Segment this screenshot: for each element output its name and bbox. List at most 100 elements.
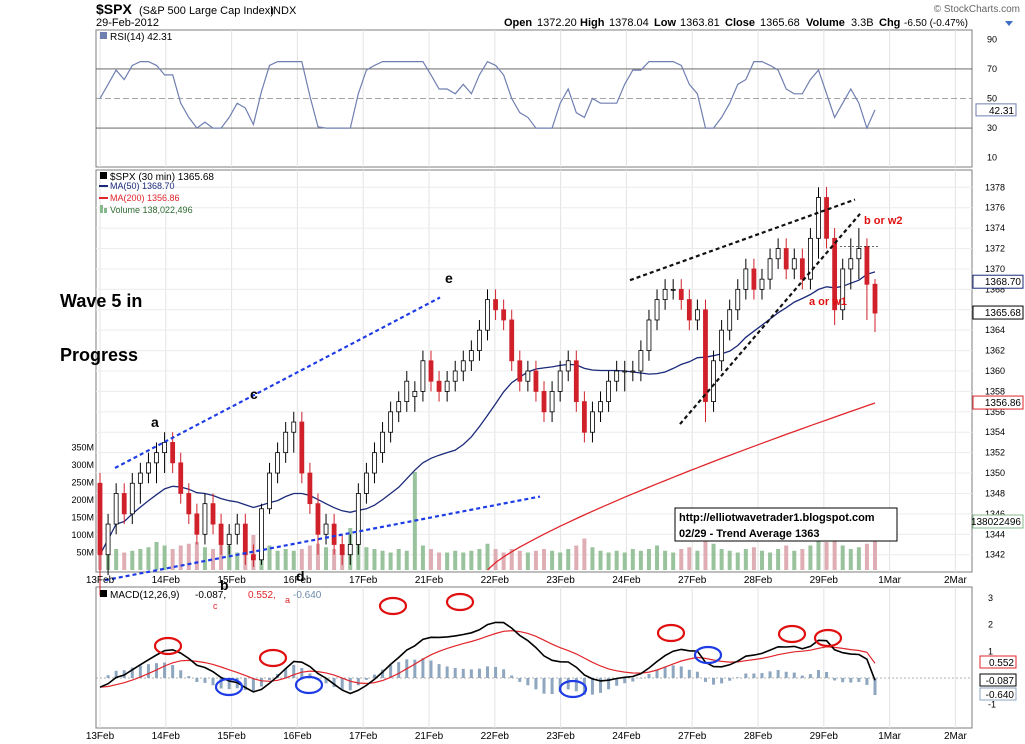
candle-body: [154, 452, 159, 464]
price-tick-label: 1352: [985, 448, 1005, 458]
macd-hist-bar: [114, 670, 118, 678]
macd-hist-bar: [203, 678, 207, 683]
crossover-marker: [693, 645, 723, 665]
volume-bar: [170, 549, 175, 570]
candle-body: [347, 544, 353, 556]
candle-body: [694, 309, 700, 321]
candle-body: [646, 319, 652, 351]
candle-body: [735, 288, 741, 311]
macd-hist-bar: [542, 678, 546, 694]
candle-body: [404, 380, 410, 403]
ma50-badge: 1368.70: [985, 277, 1022, 288]
volume-bar: [792, 550, 797, 570]
volume-bar: [372, 549, 377, 570]
volume-bar: [622, 552, 627, 570]
candle-body: [315, 503, 321, 535]
volume-tick-label: 150M: [71, 513, 94, 523]
macd-hist-bar: [381, 669, 385, 678]
low-label: Low: [654, 17, 676, 29]
volume-bar: [598, 550, 603, 570]
macd-hist-bar: [364, 678, 368, 680]
volume-bar: [646, 549, 651, 570]
candle-body: [622, 370, 628, 373]
dropdown-icon[interactable]: [1005, 21, 1013, 26]
trendline-upper-blue: [114, 296, 441, 469]
macd-hist-bar: [712, 678, 716, 685]
volume-bar: [533, 550, 538, 570]
x-tick-label-bottom: 1Mar: [878, 731, 901, 742]
macd-hist-bar: [469, 669, 473, 678]
candle-body: [662, 288, 668, 300]
candle-body: [460, 360, 466, 372]
candle-body: [323, 523, 329, 535]
symbol-name: (S&P 500 Large Cap Index): [139, 5, 274, 17]
macd-hist-bar: [768, 671, 772, 678]
macd-hist-bar: [494, 666, 498, 678]
macd-hist-bar: [663, 666, 667, 678]
candle-body: [840, 268, 846, 311]
macd-hist-bar: [243, 678, 247, 691]
volume-tick-label: 50M: [76, 548, 94, 558]
x-tick-label-bottom: 23Feb: [546, 731, 575, 742]
macd-hist-bar: [130, 667, 134, 678]
macd-hist-bar: [332, 678, 336, 688]
volume-bar: [800, 549, 805, 570]
candle-body: [178, 462, 184, 494]
ma200-badge-box: [972, 395, 1024, 410]
volume-bar: [122, 552, 127, 570]
price-tick-label: 1346: [985, 509, 1005, 519]
candle-body: [727, 309, 733, 331]
macd-hist-bar: [744, 673, 748, 678]
macd-extra-c: c: [213, 601, 218, 611]
candle-body: [630, 370, 636, 373]
volume-bar: [751, 547, 756, 570]
rsi-legend-swatch: [100, 32, 107, 39]
price-tick-label: 1356: [985, 407, 1005, 417]
macd-hist-bar: [502, 669, 506, 678]
macd-hist-bar: [251, 678, 255, 692]
volume-bar: [525, 552, 530, 570]
x-tick-label-bottom: 15Feb: [217, 731, 246, 742]
macd-hist-bar: [784, 671, 788, 678]
candle-body: [267, 472, 272, 510]
macd-legend: MACD(12,26,9) -0.087, 0.552, -0.640 c a: [100, 590, 322, 611]
x-tick-label-bottom: 27Feb: [678, 731, 707, 742]
macd-hist-bar: [566, 678, 570, 690]
macd-panel: [95, 586, 973, 729]
macd-hist-bar: [623, 678, 627, 684]
macd-hist-bar: [146, 664, 150, 678]
x-tick-label-top: 29Feb: [810, 575, 839, 586]
ma50-badge-box: [972, 274, 1024, 289]
macd-legend-swatch: [100, 590, 107, 597]
ma50-line: [99, 271, 876, 556]
macd-hist-bar: [526, 678, 530, 686]
macd-hist-bar: [138, 665, 142, 678]
volume-bar: [453, 550, 458, 570]
macd-hist-bar: [703, 678, 707, 682]
volume-bar: [695, 550, 700, 570]
volume-bar: [582, 538, 587, 570]
candle-body: [299, 421, 305, 474]
candle-body: [364, 472, 369, 494]
candle-body: [331, 523, 337, 545]
crossover-marker: [656, 623, 686, 643]
price-tick-label: 1370: [985, 264, 1005, 274]
x-tick-label-bottom: 2Mar: [944, 731, 967, 742]
candle-body: [581, 401, 587, 433]
volume-bar: [574, 545, 579, 570]
crossover-marker: [258, 648, 288, 668]
volume-bar: [759, 550, 764, 570]
volume-tick-label: 100M: [71, 530, 94, 540]
candle-body: [226, 533, 232, 545]
macd-tick-label: 1: [988, 646, 993, 656]
macd-hist-bar: [816, 670, 820, 678]
volume-bar: [566, 549, 571, 570]
macd-legend-prefix: MACD(12,26,9): [110, 590, 179, 601]
chart-header: $SPX (S&P 500 Large Cap Index) INDX 29-F…: [96, 1, 1020, 29]
candle-body: [129, 482, 135, 515]
candle-body: [428, 360, 434, 382]
wave-title-line1: Wave 5 in: [60, 291, 142, 311]
macd-hist-bar: [590, 678, 594, 695]
volume-bar: [630, 549, 635, 570]
macd-hist-bar: [292, 664, 296, 678]
